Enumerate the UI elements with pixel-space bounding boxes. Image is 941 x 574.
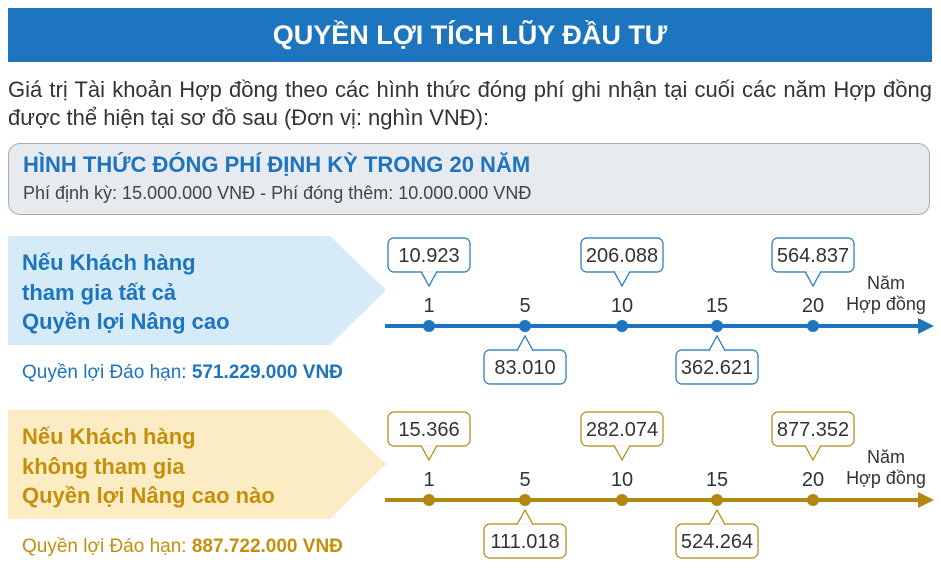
callout-pointer [708,334,726,351]
year-label: 1 [423,469,434,491]
axis-label: Hợp đồng [846,468,926,488]
callout-value: 524.264 [681,531,753,553]
year-dot [423,494,435,506]
callout-value: 10.923 [398,245,459,267]
callout-pointer [516,334,534,351]
timeline-arrow [918,318,934,334]
callout-value: 15.366 [398,419,459,441]
label-line: Quyền lợi Nâng cao [22,309,230,334]
label-line: Nếu Khách hàng [22,424,196,449]
label-line: Quyền lợi Nâng cao nào [22,483,275,508]
maturity-value: 571.229.000 VNĐ [191,362,343,383]
year-label: 1 [423,295,434,317]
axis-label: Năm [867,273,905,293]
year-dot [616,494,628,506]
scenario-banner [8,410,386,519]
year-label: 15 [706,295,728,317]
year-dot [423,320,435,332]
year-dot [616,320,628,332]
scenario-label: Nếu Khách hàng không tham gia Quyền lợi Nâ… [22,422,275,511]
scenario-label: Nếu Khách hàng tham gia tất cả Quyền lợi N… [22,248,230,337]
year-dot [519,494,531,506]
scenario-banner [8,236,386,345]
year-label: 5 [519,295,530,317]
callout-pointer [613,271,631,288]
maturity: Quyền lợi Đáo hạn: 887.722.000 VNĐ [22,536,343,558]
callout-pointer [420,271,438,288]
callout-pointer [516,508,534,525]
year-dot [711,320,723,332]
maturity-value: 887.722.000 VNĐ [191,536,343,557]
callout-value: 564.837 [777,245,849,267]
plan-title: HÌNH THỨC ĐÓNG PHÍ ĐỊNH KỲ TRONG 20 NĂM [23,152,531,177]
intro-text: Giá trị Tài khoản Hợp đồng theo các hình… [8,77,932,130]
plan-box: HÌNH THỨC ĐÓNG PHÍ ĐỊNH KỲ TRONG 20 NĂM … [8,143,930,215]
timeline-arrow [918,492,934,508]
year-dot [807,320,819,332]
year-label: 5 [519,469,530,491]
callout-pointer [804,271,822,288]
year-label: 15 [706,469,728,491]
year-dot [711,494,723,506]
callout-value: 282.074 [586,419,658,441]
year-label: 20 [802,295,824,317]
axis-label: Năm [867,447,905,467]
callout-value: 111.018 [490,531,559,553]
callout-pointer [613,445,631,462]
callout-pointer [420,445,438,462]
callout-pointer [804,445,822,462]
maturity-label: Quyền lợi Đáo hạn: [22,362,187,383]
plan-subtitle: Phí định kỳ: 15.000.000 VNĐ - Phí đóng t… [23,183,532,203]
callout-value: 877.352 [777,419,849,441]
year-dot [807,494,819,506]
callout-value: 362.621 [681,357,753,379]
axis-label: Hợp đồng [846,294,926,314]
year-label: 10 [611,295,633,317]
maturity-label: Quyền lợi Đáo hạn: [22,536,187,557]
year-dot [519,320,531,332]
callout-value: 206.088 [586,245,658,267]
maturity: Quyền lợi Đáo hạn: 571.229.000 VNĐ [22,362,343,384]
callout-pointer [708,508,726,525]
label-line: Nếu Khách hàng [22,250,196,275]
callout-value: 83.010 [494,357,555,379]
label-line: tham gia tất cả [22,279,177,305]
header-title: QUYỀN LỢI TÍCH LŨY ĐẦU TƯ [8,8,932,62]
year-label: 10 [611,469,633,491]
year-label: 20 [802,469,824,491]
label-line: không tham gia [22,453,185,479]
